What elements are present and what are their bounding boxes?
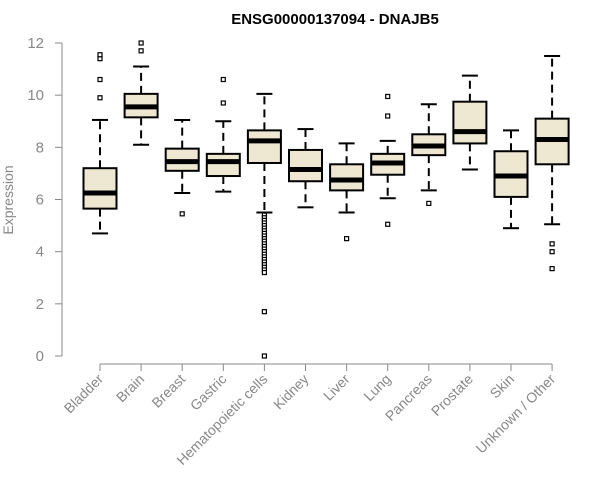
box: [246, 129, 282, 164]
box: [329, 163, 365, 192]
outlier-point: [138, 48, 144, 54]
box: [452, 100, 488, 145]
box-group: [534, 55, 570, 272]
box-group: [288, 128, 323, 209]
x-tick-label: Skin: [487, 371, 518, 402]
outlier-point: [97, 76, 103, 83]
outlier-point: [385, 113, 391, 119]
plot-area: [82, 40, 570, 359]
box: [82, 167, 118, 210]
outlier-point: [179, 211, 185, 217]
x-tick-label: Brain: [113, 371, 147, 405]
y-axis: 0 2 4 6 8 10 12: [27, 35, 63, 365]
x-tick-label: Lung: [360, 371, 393, 404]
x-tick-label: Kidney: [270, 371, 312, 413]
outlier-point: [344, 236, 350, 242]
outlier-point: [220, 76, 226, 83]
y-tick-label: 0: [36, 348, 44, 365]
outlier-point: [261, 353, 267, 359]
outlier-point: [385, 221, 391, 227]
y-tick-label: 6: [36, 192, 44, 209]
outlier-point: [220, 100, 226, 106]
x-tick-label: Breast: [148, 371, 188, 411]
box-group: [452, 74, 488, 171]
chart-title: ENSG00000137094 - DNAJB5: [231, 11, 439, 28]
outlier-point: [549, 249, 555, 255]
box-group: [82, 52, 118, 235]
y-tick-label: 12: [27, 35, 44, 52]
x-tick-label: Bladder: [61, 371, 107, 417]
box-group: [370, 93, 406, 227]
outlier-point: [549, 241, 555, 247]
outlier-point: [261, 309, 267, 315]
y-tick-label: 2: [36, 296, 44, 313]
x-tick-label: Liver: [320, 371, 353, 404]
outlier-point: [261, 269, 267, 276]
y-tick-label: 8: [36, 139, 44, 156]
outlier-point: [97, 95, 103, 101]
y-tick-label: 4: [36, 244, 44, 261]
outlier-point: [426, 200, 432, 207]
outlier-point: [549, 266, 555, 272]
y-axis-label: Expression: [0, 165, 16, 234]
box-group: [123, 40, 159, 146]
y-tick-label: 10: [27, 87, 44, 104]
box-group: [493, 129, 529, 230]
outlier-point: [97, 52, 103, 58]
outlier-point: [138, 40, 144, 46]
box-group: [411, 103, 447, 207]
box: [288, 148, 323, 183]
box-group: [205, 76, 241, 193]
box: [205, 152, 241, 178]
box-group: [164, 118, 200, 217]
x-tick-label: Prostate: [428, 371, 476, 419]
outlier-point: [385, 93, 391, 100]
box-group: [246, 92, 282, 359]
box-group: [329, 142, 365, 242]
